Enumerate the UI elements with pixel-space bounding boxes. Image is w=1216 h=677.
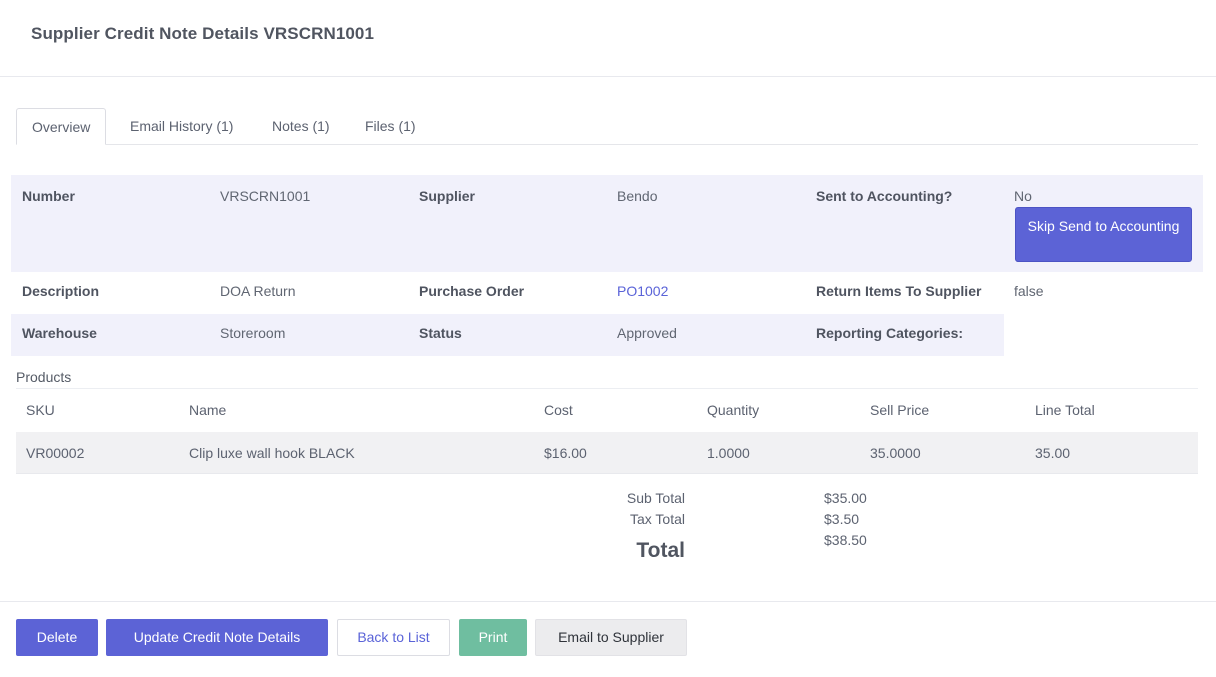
tab-overview[interactable]: Overview bbox=[16, 108, 107, 145]
products-table: SKU Name Cost Quantity Sell Price Line T… bbox=[16, 388, 1198, 474]
tab-notes[interactable]: Notes (1) bbox=[272, 118, 330, 134]
table-header: SKU Name Cost Quantity Sell Price Line T… bbox=[16, 389, 1198, 432]
return-items-value: false bbox=[1014, 283, 1044, 299]
details-grid: Number VRSCRN1001 Supplier Bendo Sent to… bbox=[11, 175, 1203, 356]
warehouse-label: Warehouse bbox=[22, 325, 97, 341]
table-row[interactable]: VR00002 Clip luxe wall hook BLACK $16.00… bbox=[16, 432, 1198, 474]
tax-total-value: $3.50 bbox=[824, 511, 860, 527]
tab-bar: Overview Email History (1) Notes (1) Fil… bbox=[16, 108, 1198, 145]
email-to-supplier-button[interactable]: Email to Supplier bbox=[535, 619, 687, 656]
status-value: Approved bbox=[617, 325, 677, 341]
total-label: Total bbox=[636, 539, 685, 562]
details-row: Number VRSCRN1001 Supplier Bendo Sent to… bbox=[11, 175, 1203, 272]
tax-total-label: Tax Total bbox=[630, 511, 685, 527]
column-header-sell-price: Sell Price bbox=[870, 402, 930, 418]
cell-quantity: 1.0000 bbox=[707, 445, 750, 461]
update-credit-note-button[interactable]: Update Credit Note Details bbox=[106, 619, 328, 656]
details-row: Description DOA Return Purchase Order PO… bbox=[11, 272, 1203, 314]
tab-files[interactable]: Files (1) bbox=[365, 118, 416, 134]
page-title: Supplier Credit Note Details VRSCRN1001 bbox=[31, 24, 375, 43]
status-label: Status bbox=[419, 325, 462, 341]
sent-to-accounting-value: No bbox=[1014, 188, 1032, 204]
description-label: Description bbox=[22, 283, 100, 299]
reporting-categories-label: Reporting Categories: bbox=[816, 325, 964, 341]
number-value: VRSCRN1001 bbox=[220, 188, 311, 204]
page-header: Supplier Credit Note Details VRSCRN1001 bbox=[0, 0, 1216, 77]
total-value: $38.50 bbox=[824, 532, 867, 548]
sub-total-value: $35.00 bbox=[824, 490, 867, 506]
supplier-label: Supplier bbox=[419, 188, 476, 204]
print-button[interactable]: Print bbox=[459, 619, 527, 656]
column-header-quantity: Quantity bbox=[707, 402, 760, 418]
warehouse-value: Storeroom bbox=[220, 325, 286, 341]
description-value: DOA Return bbox=[220, 283, 296, 299]
cell-cost: $16.00 bbox=[544, 445, 587, 461]
column-header-name: Name bbox=[189, 402, 227, 418]
products-title: Products bbox=[16, 369, 72, 385]
return-items-label: Return Items To Supplier bbox=[816, 283, 982, 299]
details-row: Warehouse Storeroom Status Approved Repo… bbox=[11, 314, 1203, 356]
action-bar: Delete Update Credit Note Details Back t… bbox=[0, 601, 1216, 677]
cell-line-total: 35.00 bbox=[1035, 445, 1071, 461]
back-to-list-button[interactable]: Back to List bbox=[337, 619, 450, 656]
column-header-line-total: Line Total bbox=[1035, 402, 1095, 418]
sent-to-accounting-label: Sent to Accounting? bbox=[816, 188, 953, 204]
cell-name: Clip luxe wall hook BLACK bbox=[189, 445, 355, 461]
sub-total-label: Sub Total bbox=[626, 490, 685, 506]
skip-send-to-accounting-button[interactable]: Skip Send to Accounting bbox=[1015, 207, 1192, 262]
column-header-cost: Cost bbox=[544, 402, 573, 418]
column-header-sku: SKU bbox=[26, 402, 55, 418]
cell-sell-price: 35.0000 bbox=[870, 445, 921, 461]
purchase-order-link[interactable]: PO1002 bbox=[617, 283, 669, 299]
supplier-value: Bendo bbox=[617, 188, 658, 204]
cell-sku: VR00002 bbox=[26, 445, 85, 461]
purchase-order-label: Purchase Order bbox=[419, 283, 525, 299]
tab-email-history[interactable]: Email History (1) bbox=[130, 118, 234, 134]
number-label: Number bbox=[22, 188, 75, 204]
delete-button[interactable]: Delete bbox=[16, 619, 98, 656]
